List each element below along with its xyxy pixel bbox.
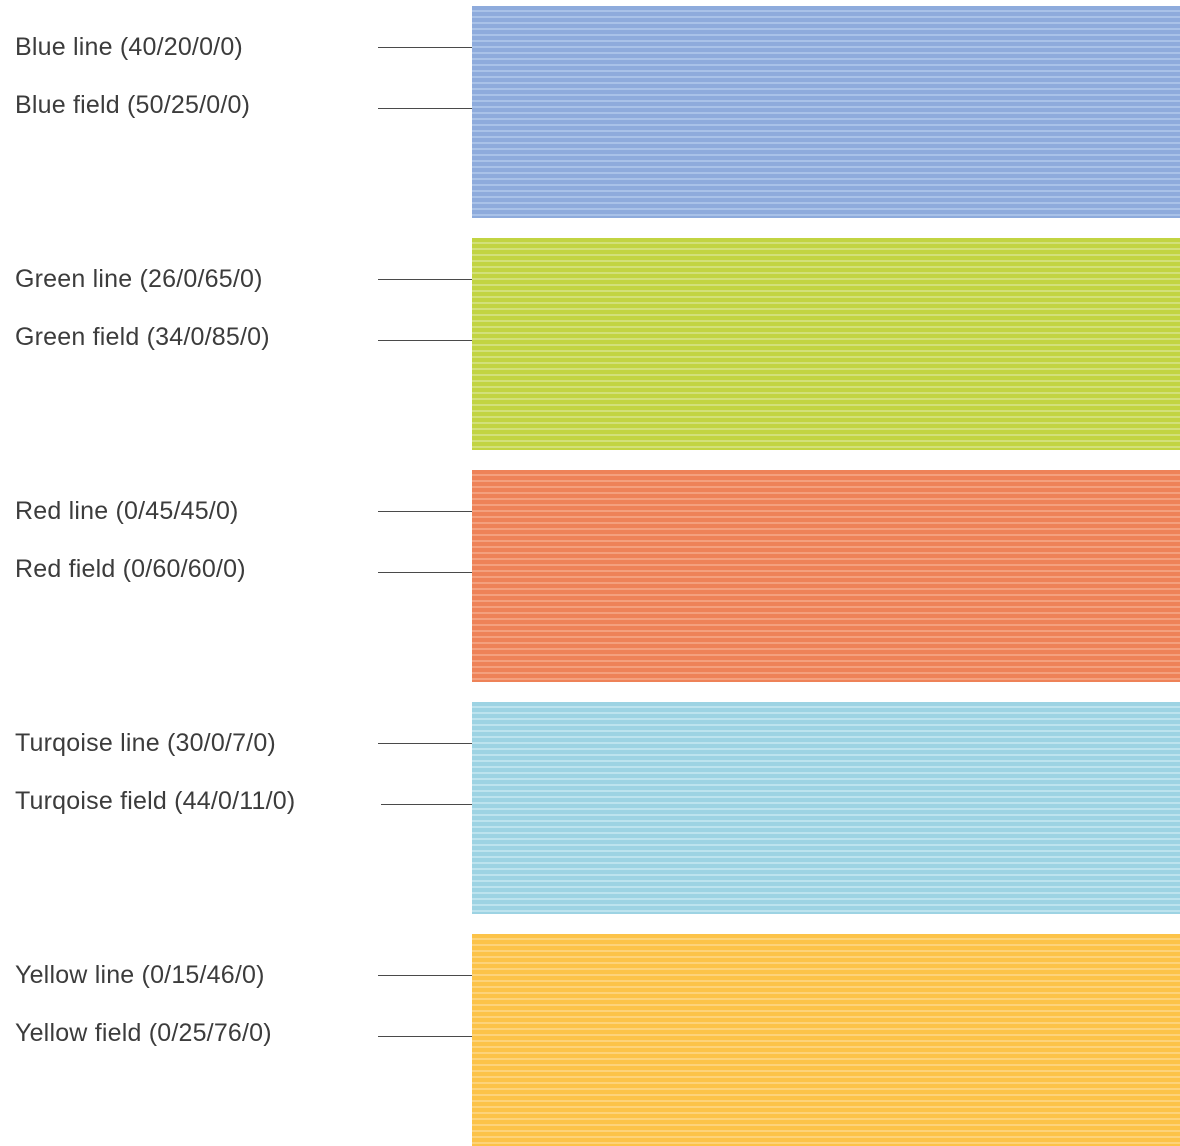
turqoise-line-leader [378, 743, 502, 744]
red-line-label: Red line (0/45/45/0) [15, 497, 239, 525]
red-field-label: Red field (0/60/60/0) [15, 555, 246, 583]
green-field-leader [378, 340, 502, 341]
blue-line-leader [378, 47, 502, 48]
turqoise-field-label: Turqoise field (44/0/11/0) [15, 787, 296, 815]
red-swatch [472, 470, 1180, 682]
red-field-leader [378, 572, 502, 573]
yellow-field-leader [378, 1036, 502, 1037]
yellow-swatch [472, 934, 1180, 1146]
red-line-leader [378, 511, 502, 512]
turqoise-field-leader [381, 804, 502, 805]
yellow-line-label: Yellow line (0/15/46/0) [15, 961, 265, 989]
swatch-group-blue: Blue line (40/20/0/0) Blue field (50/25/… [0, 6, 1180, 218]
swatch-group-green: Green line (26/0/65/0) Green field (34/0… [0, 238, 1180, 450]
green-line-leader [378, 279, 502, 280]
yellow-line-leader [378, 975, 502, 976]
swatch-group-yellow: Yellow line (0/15/46/0) Yellow field (0/… [0, 934, 1180, 1146]
green-field-label: Green field (34/0/85/0) [15, 323, 270, 351]
blue-field-label: Blue field (50/25/0/0) [15, 91, 251, 119]
turqoise-line-label: Turqoise line (30/0/7/0) [15, 729, 276, 757]
green-line-label: Green line (26/0/65/0) [15, 265, 263, 293]
green-swatch [472, 238, 1180, 450]
swatch-group-red: Red line (0/45/45/0) Red field (0/60/60/… [0, 470, 1180, 682]
blue-line-label: Blue line (40/20/0/0) [15, 33, 243, 61]
turqoise-swatch [472, 702, 1180, 914]
yellow-field-label: Yellow field (0/25/76/0) [15, 1019, 272, 1047]
swatch-group-turqoise: Turqoise line (30/0/7/0) Turqoise field … [0, 702, 1180, 914]
blue-field-leader [378, 108, 502, 109]
blue-swatch [472, 6, 1180, 218]
